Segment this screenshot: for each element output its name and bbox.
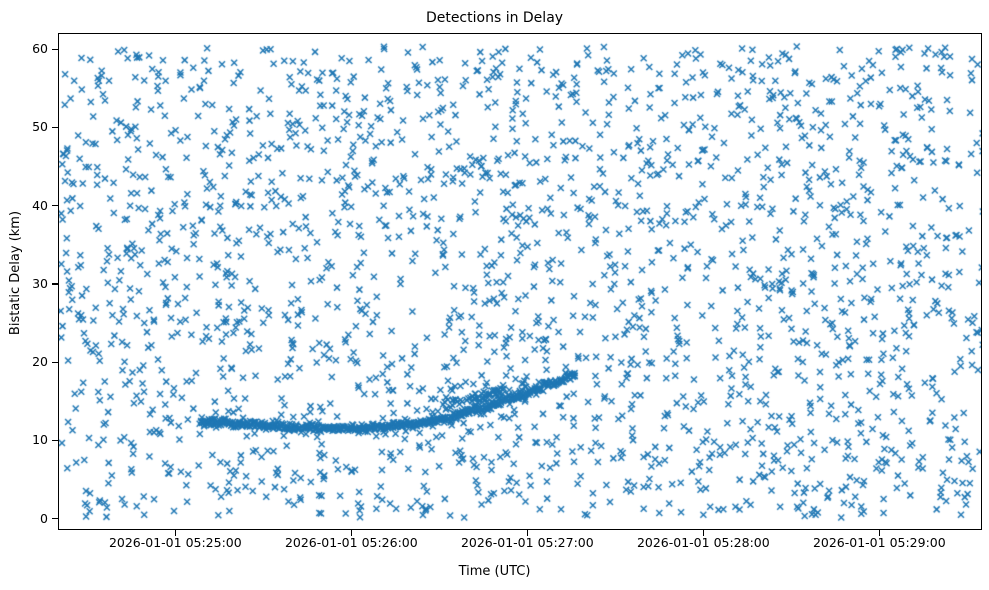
y-axis-tick-label: 0 [40, 510, 48, 526]
x-axis-tick-label: 2026-01-01 05:27:00 [460, 535, 594, 550]
y-axis-tick-mark [52, 283, 58, 285]
y-axis-tick-mark [52, 361, 58, 363]
x-axis-tick-label: 2026-01-01 05:26:00 [284, 535, 418, 550]
x-axis-tick-label: 2026-01-01 05:25:00 [108, 535, 242, 550]
x-axis-tick-mark [351, 530, 353, 536]
x-axis-tick-mark [527, 530, 529, 536]
y-axis-tick-mark [52, 126, 58, 128]
y-axis-tick-mark [52, 48, 58, 50]
x-axis-tick-mark [703, 530, 705, 536]
y-axis-tick-mark [52, 439, 58, 442]
page-title: Detections in Delay [425, 10, 564, 26]
y-axis-tick-mark [52, 205, 58, 207]
plot-axes [58, 33, 982, 530]
y-axis-tick-label: 30 [32, 275, 48, 291]
y-axis-tick-label: 20 [32, 354, 48, 370]
x-axis-tick-mark [879, 530, 881, 536]
y-axis-tick-mark [52, 518, 58, 520]
y-axis-tick-label: 10 [32, 432, 48, 448]
y-axis-tick-label: 50 [32, 119, 48, 135]
x-axis-title: Time (UTC) [458, 564, 531, 579]
x-axis-tick-label: 2026-01-01 05:29:00 [812, 535, 946, 550]
y-axis-tick-label: 60 [32, 41, 48, 57]
x-axis-tick-label: 2026-01-01 05:28:00 [636, 535, 770, 550]
x-axis-tick-mark [175, 530, 177, 536]
y-axis-tick-label: 40 [32, 197, 48, 213]
scatter-plot-canvas [59, 34, 981, 529]
y-axis-tick-labels: 0 10 20 30 40 50 60 [0, 0, 48, 590]
y-axis-title: Bistatic Delay (km) [8, 210, 23, 336]
